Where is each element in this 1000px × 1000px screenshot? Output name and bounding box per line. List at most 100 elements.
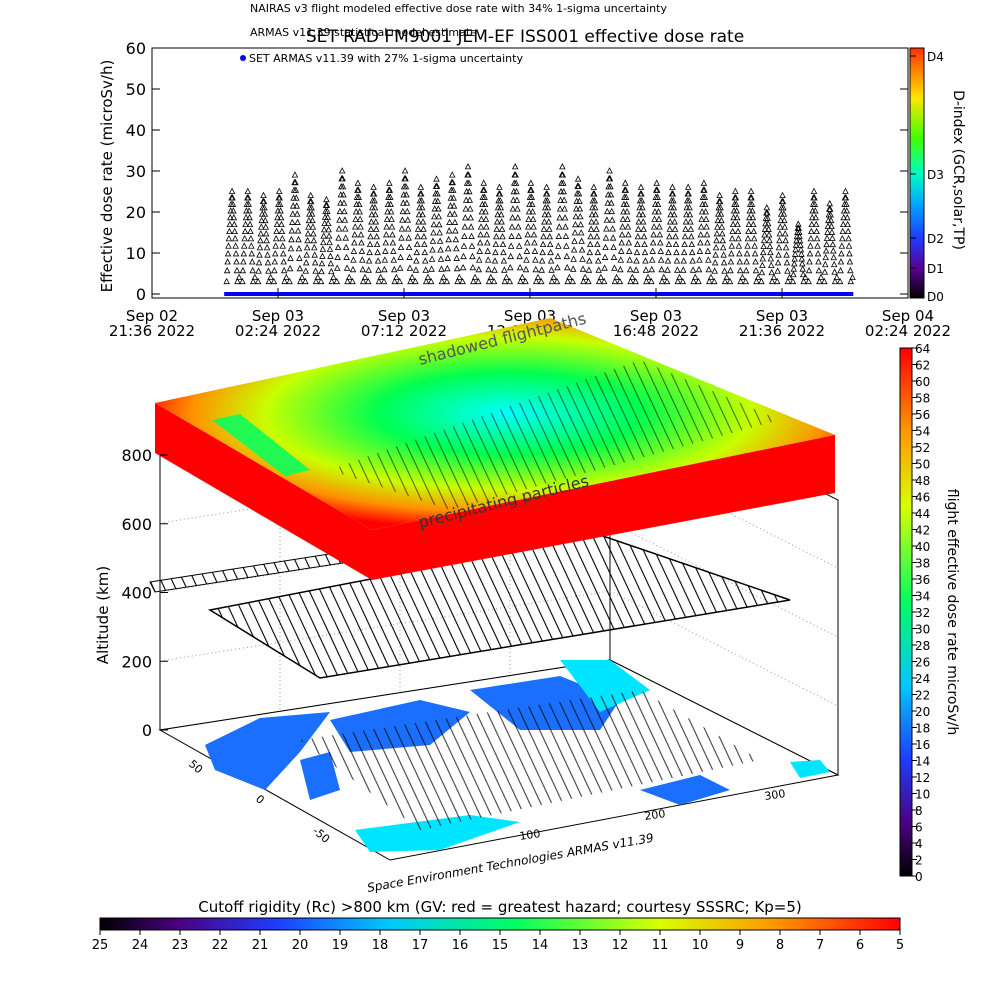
dose-point — [397, 243, 405, 251]
dose-point — [241, 234, 248, 242]
dose-point — [571, 237, 578, 244]
cutoff-tick-label: 12 — [612, 938, 629, 953]
dose-point — [494, 211, 501, 218]
dose-point — [629, 273, 636, 281]
dose-point — [669, 183, 676, 190]
dose-point — [456, 273, 463, 281]
dose-point — [650, 223, 658, 230]
dose-point — [831, 268, 838, 275]
dose-point — [849, 273, 856, 281]
dose-point — [257, 230, 265, 237]
dose-tick-label: 38 — [915, 557, 930, 571]
dose-point — [688, 240, 695, 248]
dose-point — [671, 218, 678, 225]
dose-point — [670, 197, 677, 204]
dose-point — [671, 225, 679, 232]
dose-point — [695, 265, 703, 273]
dose-point — [830, 260, 838, 268]
dose-point — [619, 223, 626, 230]
dose-point — [578, 246, 586, 253]
dindex-ticks: D0 D1 D2 D3 D4 — [910, 50, 944, 304]
dose-point — [524, 223, 532, 230]
dose-point — [623, 200, 630, 208]
dose-point — [618, 239, 625, 246]
dose-point — [683, 211, 690, 218]
x-tick-day: Sep 03 — [756, 307, 808, 325]
dose-point — [471, 273, 479, 281]
dose-point — [367, 233, 374, 240]
dose-point — [382, 239, 390, 246]
dose-point — [354, 179, 362, 186]
dose-point — [748, 194, 755, 201]
dose-point — [460, 252, 467, 260]
dose-point — [293, 210, 301, 217]
dose-tick-label: 56 — [915, 408, 930, 422]
dose-point — [475, 256, 483, 263]
dose-point — [743, 258, 750, 265]
dose-tick-label: 54 — [915, 425, 930, 439]
dose-point — [635, 211, 643, 218]
x-tick-day: Sep 03 — [630, 307, 682, 325]
dose-point — [805, 266, 813, 274]
dose-point — [397, 253, 404, 260]
ground-tracks — [300, 690, 760, 830]
dindex-label: D-index (GCR,solar,TP) — [950, 90, 966, 250]
dose-point — [587, 225, 595, 232]
dose-point — [324, 219, 332, 227]
dose-point — [824, 222, 832, 229]
dose-point — [294, 218, 301, 225]
dose-point — [434, 190, 441, 197]
dose-point — [563, 242, 570, 249]
dose-point — [499, 233, 506, 240]
dose-point — [793, 237, 800, 244]
dose-point — [653, 186, 661, 193]
dose-point — [448, 171, 456, 178]
dose-point — [664, 257, 672, 264]
dose-point — [719, 230, 726, 237]
dose-point — [814, 242, 821, 249]
dose-point — [719, 236, 727, 244]
dose-point — [357, 223, 364, 230]
dose-point — [242, 220, 249, 228]
dose-point — [679, 277, 687, 285]
dose-point — [544, 203, 552, 211]
dose-point — [325, 225, 332, 233]
dose-point — [483, 231, 491, 238]
dose-point — [435, 213, 443, 220]
dose-point — [239, 266, 247, 274]
dose-point — [531, 247, 539, 254]
dose-point — [396, 277, 403, 285]
dose-point — [404, 225, 412, 232]
dose-point — [737, 277, 744, 285]
dose-point — [277, 213, 285, 221]
dose-point — [493, 218, 501, 225]
dose-point — [390, 247, 397, 254]
dose-point — [298, 273, 306, 281]
longitude-tick-label: 200 — [644, 807, 667, 823]
dose-point — [288, 227, 296, 234]
dose-point — [421, 257, 429, 264]
dose-point — [374, 248, 381, 256]
dose-point — [674, 277, 682, 285]
cutoff-tick-label: 23 — [172, 938, 189, 953]
y-tick-label: 20 — [126, 203, 146, 222]
dose-tick-label: 44 — [915, 507, 930, 521]
dose-point — [799, 265, 806, 272]
dose-point — [302, 277, 309, 285]
legend-armas-model: ARMAS v11.39 statistical model estimate — [250, 26, 477, 39]
dose-tick-label: 12 — [915, 771, 930, 785]
dose-point — [545, 211, 552, 218]
dose-point — [340, 191, 347, 198]
dose-point — [487, 273, 495, 281]
dose-point — [265, 277, 273, 285]
top-plot-ylabel: Effective dose rate (microSv/h) — [98, 60, 116, 293]
dose-point — [424, 273, 432, 281]
dose-point — [807, 234, 815, 242]
dose-tick-label: 20 — [915, 705, 930, 719]
dose-point — [541, 211, 549, 218]
dose-point — [304, 236, 311, 244]
altitude-label: Altitude (km) — [94, 566, 112, 664]
dose-tick-label: 36 — [915, 573, 930, 587]
dose-point — [660, 273, 668, 281]
dose-point — [766, 242, 774, 250]
